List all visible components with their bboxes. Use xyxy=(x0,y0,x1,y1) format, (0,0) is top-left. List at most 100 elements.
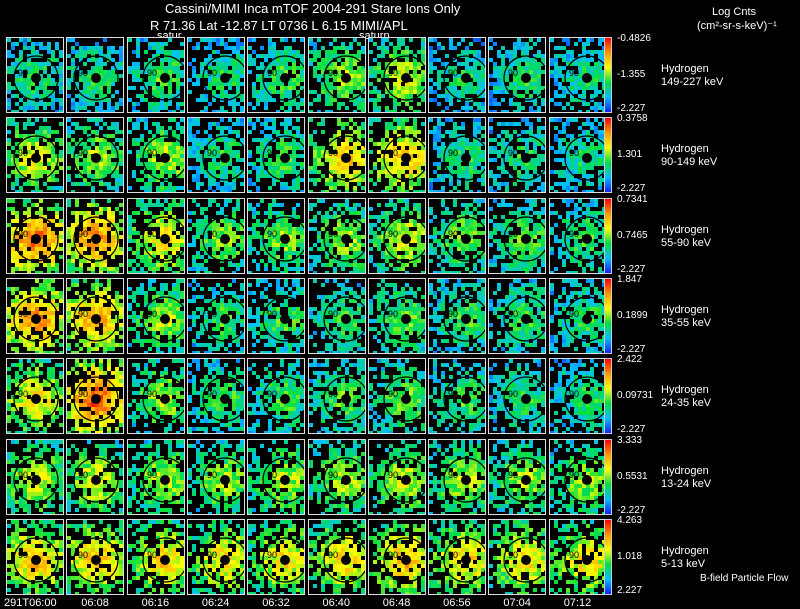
heatmap-pixel xyxy=(19,166,23,171)
heatmap-pixel xyxy=(489,158,494,163)
heatmap-pixel xyxy=(75,214,80,219)
heatmap-pixel xyxy=(577,150,582,155)
heatmap-pixel xyxy=(497,154,502,159)
heatmap-pixel xyxy=(155,174,160,179)
heatmap-pixel xyxy=(292,162,297,167)
heatmap-pixel xyxy=(23,106,27,110)
heatmap-pixel xyxy=(83,86,88,90)
heatmap-pixel xyxy=(473,74,478,78)
heatmap-pixel xyxy=(23,122,27,127)
heatmap-pixel xyxy=(175,102,180,106)
heatmap-pixel xyxy=(344,94,349,98)
heatmap-pixel xyxy=(211,66,216,70)
heatmap-pixel xyxy=(63,42,64,46)
heatmap-pixel xyxy=(71,210,76,215)
heatmap-pixel xyxy=(525,70,530,74)
heatmap-pixel xyxy=(31,262,35,267)
heatmap-pixel xyxy=(489,102,494,106)
heatmap-pixel xyxy=(344,150,349,155)
heatmap-pixel xyxy=(449,210,454,215)
heatmap-pixel xyxy=(521,222,526,227)
heatmap-pixel xyxy=(280,90,285,94)
heatmap-pixel xyxy=(577,70,582,74)
heatmap-pixel xyxy=(123,267,124,271)
heatmap-pixel xyxy=(43,250,47,255)
heatmap-pixel xyxy=(320,242,325,247)
heatmap-pixel xyxy=(296,270,301,273)
heatmap-pixel xyxy=(67,234,72,239)
heatmap-pixel xyxy=(111,230,116,235)
heatmap-pixel xyxy=(437,146,442,151)
heatmap-pixel xyxy=(388,122,393,127)
heatmap-pixel xyxy=(191,58,196,62)
heatmap-pixel xyxy=(304,239,305,243)
heatmap-pixel xyxy=(199,262,204,267)
heatmap-pixel xyxy=(260,242,265,247)
heatmap-pixel xyxy=(276,242,281,247)
heatmap-pixel xyxy=(280,170,285,175)
heatmap-pixel xyxy=(481,174,486,179)
heatmap-pixel xyxy=(288,78,293,82)
heatmap-pixel xyxy=(167,230,172,235)
heatmap-pixel xyxy=(31,182,35,187)
heatmap-pixel xyxy=(219,38,224,42)
heatmap-pixel xyxy=(147,58,152,62)
heatmap-pixel xyxy=(396,218,401,223)
heatmap-pixel xyxy=(123,74,124,78)
heatmap-pixel xyxy=(376,98,381,102)
heatmap-pixel xyxy=(175,82,180,86)
heatmap-pixel xyxy=(143,186,148,191)
heatmap-pixel xyxy=(392,90,397,94)
heatmap-pixel xyxy=(39,102,43,106)
heatmap-pixel xyxy=(199,110,204,112)
heatmap-pixel xyxy=(276,238,281,243)
heatmap-pixel xyxy=(223,150,228,155)
heatmap-pixel xyxy=(83,230,88,235)
heatmap-cell: 90 xyxy=(548,117,607,194)
heatmap-pixel xyxy=(445,210,450,215)
heatmap-pixel xyxy=(95,50,100,54)
heatmap-pixel xyxy=(533,74,538,78)
heatmap-pixel xyxy=(107,142,112,147)
heatmap-pixel xyxy=(111,238,116,243)
heatmap-pixel xyxy=(39,234,43,239)
heatmap-pixel xyxy=(589,154,594,159)
heatmap-pixel xyxy=(493,138,498,143)
heatmap-pixel xyxy=(23,202,27,207)
field-line-circle xyxy=(564,135,606,181)
heatmap-pixel xyxy=(75,254,80,259)
heatmap-pixel xyxy=(135,230,140,235)
heatmap-pixel xyxy=(513,62,518,66)
heatmap-pixel xyxy=(312,150,317,155)
heatmap-pixel xyxy=(404,118,409,123)
heatmap-pixel xyxy=(360,134,365,139)
heatmap-cell: 90 xyxy=(6,37,64,113)
heatmap-pixel xyxy=(537,50,542,54)
heatmap-pixel xyxy=(360,218,365,223)
heatmap-pixel xyxy=(328,186,333,191)
heatmap-pixel xyxy=(521,46,526,50)
heatmap-pixel xyxy=(231,186,236,191)
heatmap-pixel xyxy=(268,186,273,191)
heatmap-pixel xyxy=(292,86,297,90)
heatmap-pixel xyxy=(99,150,104,155)
heatmap-pixel xyxy=(473,122,478,127)
heatmap-pixel xyxy=(529,74,534,78)
heatmap-pixel xyxy=(276,166,281,171)
heatmap-pixel xyxy=(91,142,96,147)
heatmap-pixel xyxy=(533,98,538,102)
heatmap-pixel xyxy=(67,270,72,273)
heatmap-pixel xyxy=(485,150,486,154)
heatmap-pixel xyxy=(159,86,164,90)
heatmap-pixel xyxy=(99,90,104,94)
circle-label: 90 xyxy=(78,68,88,78)
heatmap-pixel xyxy=(449,146,454,151)
heatmap-pixel xyxy=(252,82,257,86)
heatmap-pixel xyxy=(280,138,285,143)
heatmap-pixel xyxy=(256,54,261,58)
heatmap-pixel xyxy=(565,74,570,78)
heatmap-pixel xyxy=(320,46,325,50)
heatmap-pixel xyxy=(171,198,176,203)
heatmap-pixel xyxy=(340,94,345,98)
heatmap-pixel xyxy=(43,86,47,90)
